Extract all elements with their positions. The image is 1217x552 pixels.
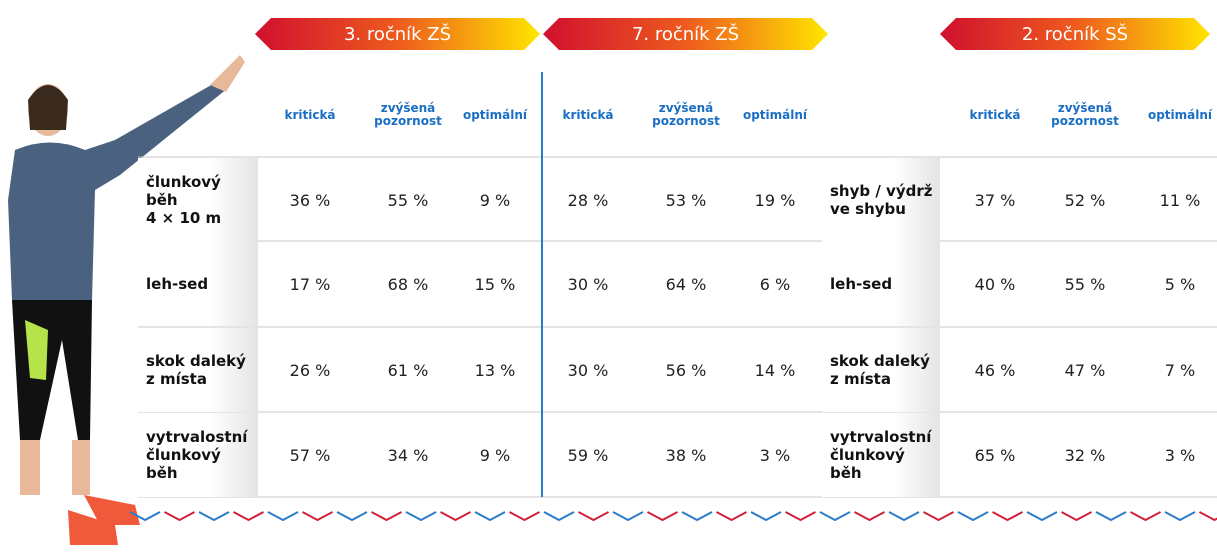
chevron	[405, 511, 437, 522]
value: 34 %	[387, 445, 429, 465]
group-header-arrow	[940, 18, 1210, 50]
value: 65 %	[974, 445, 1016, 465]
chevron	[440, 511, 471, 522]
value: 52 %	[1064, 190, 1106, 210]
value: 55 %	[1064, 274, 1106, 294]
value: 5 %	[1164, 274, 1196, 294]
chevron	[336, 511, 368, 522]
chevron	[198, 511, 230, 522]
value: 36 %	[289, 190, 331, 210]
chevron	[1026, 511, 1058, 522]
value: 47 %	[1064, 360, 1106, 380]
chevron	[785, 511, 816, 522]
row-label: vytrvalostní člunkový běh	[822, 413, 940, 497]
column-header: kritická	[969, 107, 1021, 122]
column-header: optimální	[742, 107, 808, 122]
chevron	[854, 511, 885, 522]
chevron	[129, 511, 161, 522]
value: 32 %	[1064, 445, 1106, 465]
value: 38 %	[665, 445, 707, 465]
value: 9 %	[479, 190, 511, 210]
value: 46 %	[974, 360, 1016, 380]
value: 37 %	[974, 190, 1016, 210]
row-label: leh-sed	[138, 242, 258, 326]
value: 19 %	[754, 190, 796, 210]
value: 3 %	[1164, 445, 1196, 465]
chevron	[302, 511, 333, 522]
value: 11 %	[1159, 190, 1201, 210]
value: 17 %	[289, 274, 331, 294]
value: 53 %	[665, 190, 707, 210]
chevron	[1130, 511, 1161, 522]
row-label: skok daleký z místa	[822, 328, 940, 412]
column-header: optimální	[1147, 107, 1213, 122]
value: 15 %	[474, 274, 516, 294]
chevron	[1061, 511, 1092, 522]
chevron	[543, 511, 575, 522]
value: 59 %	[567, 445, 609, 465]
chevron	[888, 511, 920, 522]
chevron	[923, 511, 954, 522]
value: 30 %	[567, 360, 609, 380]
chevron	[647, 511, 678, 522]
group-title: 2. ročník SŠ	[1021, 23, 1129, 45]
value: 68 %	[387, 274, 429, 294]
row-label: shyb / výdrž ve shybu	[822, 158, 940, 242]
value: 64 %	[665, 274, 707, 294]
chevron	[681, 511, 713, 522]
column-header: optimální	[462, 107, 528, 122]
column-header: kritická	[562, 107, 614, 122]
chevron	[1095, 511, 1127, 522]
row-label: člunkový běh 4 × 10 m	[138, 158, 258, 242]
column-header: zvýšená pozornost	[1051, 101, 1119, 128]
value: 6 %	[759, 274, 791, 294]
chevron	[164, 511, 195, 522]
value: 26 %	[289, 360, 331, 380]
chevron	[509, 511, 540, 522]
row-label: skok daleký z místa	[138, 328, 258, 412]
value: 30 %	[567, 274, 609, 294]
value: 61 %	[387, 360, 429, 380]
value: 28 %	[567, 190, 609, 210]
chevron	[371, 511, 402, 522]
value: 14 %	[754, 360, 796, 380]
chevron	[612, 511, 644, 522]
value: 40 %	[974, 274, 1016, 294]
group-header-arrow	[543, 18, 828, 50]
person	[8, 55, 245, 545]
column-header: zvýšená pozornost	[374, 101, 442, 128]
row-label: vytrvalostní člunkový běh	[138, 413, 258, 497]
chevron	[233, 511, 264, 522]
value: 13 %	[474, 360, 516, 380]
chevron	[716, 511, 747, 522]
chevron	[992, 511, 1023, 522]
group-header-arrow	[255, 18, 540, 50]
group-title: 7. ročník ZŠ	[631, 23, 740, 45]
value: 56 %	[665, 360, 707, 380]
chevron	[267, 511, 299, 522]
column-header: zvýšená pozornost	[652, 101, 720, 128]
chevron	[750, 511, 782, 522]
chevron	[578, 511, 609, 522]
chevron	[1199, 511, 1217, 522]
value: 7 %	[1164, 360, 1196, 380]
chevron	[474, 511, 506, 522]
group-title: 3. ročník ZŠ	[343, 23, 452, 45]
value: 3 %	[759, 445, 791, 465]
column-header: kritická	[284, 107, 336, 122]
chevron	[957, 511, 989, 522]
chevron	[819, 511, 851, 522]
value: 57 %	[289, 445, 331, 465]
chevron	[1164, 511, 1196, 522]
value: 9 %	[479, 445, 511, 465]
row-label: leh-sed	[822, 242, 940, 326]
value: 55 %	[387, 190, 429, 210]
